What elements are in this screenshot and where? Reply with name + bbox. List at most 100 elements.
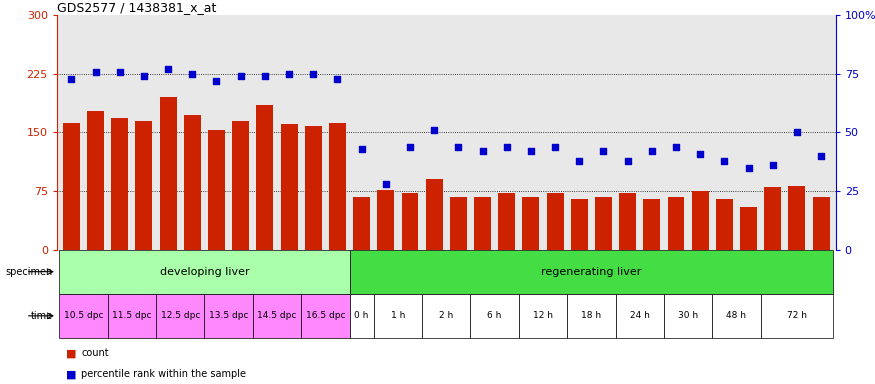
Point — [282, 71, 296, 77]
Point — [137, 73, 151, 79]
Bar — [615, 294, 664, 338]
Bar — [450, 197, 466, 250]
Bar — [402, 194, 418, 250]
Bar — [159, 98, 177, 250]
Point — [331, 76, 345, 82]
Bar — [60, 250, 349, 294]
Bar — [643, 199, 661, 250]
Point — [814, 153, 828, 159]
Text: 6 h: 6 h — [487, 311, 501, 320]
Bar — [716, 199, 733, 250]
Text: 72 h: 72 h — [787, 311, 807, 320]
Text: 11.5 dpc: 11.5 dpc — [112, 311, 151, 320]
Bar — [301, 294, 349, 338]
Bar — [329, 123, 346, 250]
Point — [790, 129, 804, 136]
Bar — [156, 294, 205, 338]
Point — [186, 71, 200, 77]
Bar — [184, 115, 200, 250]
Text: ■: ■ — [66, 369, 76, 379]
Point — [718, 157, 732, 164]
Bar — [692, 191, 709, 250]
Bar — [377, 190, 395, 250]
Text: 1 h: 1 h — [391, 311, 405, 320]
Text: 14.5 dpc: 14.5 dpc — [257, 311, 297, 320]
Point — [572, 157, 586, 164]
Bar — [426, 179, 443, 250]
Bar — [788, 185, 805, 250]
Text: 16.5 dpc: 16.5 dpc — [305, 311, 345, 320]
Text: 0 h: 0 h — [354, 311, 368, 320]
Bar — [422, 294, 471, 338]
Bar — [136, 121, 152, 250]
Text: 24 h: 24 h — [630, 311, 649, 320]
Bar — [471, 294, 519, 338]
Point — [475, 148, 489, 154]
Bar — [349, 250, 833, 294]
Text: count: count — [81, 348, 109, 358]
Point — [379, 181, 393, 187]
Bar — [60, 294, 108, 338]
Bar — [570, 199, 588, 250]
Point — [500, 144, 514, 150]
Text: 13.5 dpc: 13.5 dpc — [209, 311, 248, 320]
Bar — [63, 123, 80, 250]
Point — [234, 73, 248, 79]
Bar — [111, 118, 129, 250]
Point — [669, 144, 683, 150]
Text: specimen: specimen — [5, 266, 52, 277]
Bar — [668, 197, 684, 250]
Point — [354, 146, 368, 152]
Point — [88, 68, 102, 74]
Point — [693, 151, 707, 157]
Text: 18 h: 18 h — [581, 311, 601, 320]
Point — [452, 144, 466, 150]
Text: GDS2577 / 1438381_x_at: GDS2577 / 1438381_x_at — [57, 1, 216, 14]
Point — [620, 157, 634, 164]
Point — [306, 71, 320, 77]
Point — [161, 66, 175, 72]
Bar — [88, 111, 104, 250]
Point — [113, 68, 127, 74]
Bar — [474, 197, 491, 250]
Bar — [208, 130, 225, 250]
Point — [427, 127, 441, 133]
Text: percentile rank within the sample: percentile rank within the sample — [81, 369, 247, 379]
Point — [65, 76, 79, 82]
Bar — [256, 105, 273, 250]
Bar — [281, 124, 298, 250]
Bar — [760, 294, 833, 338]
Point — [766, 162, 780, 168]
Point — [524, 148, 538, 154]
Bar — [253, 294, 301, 338]
Bar — [205, 294, 253, 338]
Point — [403, 144, 417, 150]
Point — [209, 78, 223, 84]
Point — [597, 148, 611, 154]
Bar — [620, 194, 636, 250]
Bar — [567, 294, 615, 338]
Point — [645, 148, 659, 154]
Text: ■: ■ — [66, 348, 76, 358]
Text: 10.5 dpc: 10.5 dpc — [64, 311, 103, 320]
Text: 12.5 dpc: 12.5 dpc — [160, 311, 200, 320]
Bar — [304, 126, 322, 250]
Bar — [764, 187, 781, 250]
Bar — [813, 197, 829, 250]
Text: developing liver: developing liver — [159, 266, 249, 277]
Bar — [664, 294, 712, 338]
Bar — [354, 197, 370, 250]
Bar — [519, 294, 567, 338]
Bar — [547, 194, 564, 250]
Bar — [595, 197, 612, 250]
Text: 48 h: 48 h — [726, 311, 746, 320]
Point — [741, 165, 755, 171]
Point — [548, 144, 562, 150]
Bar — [349, 294, 374, 338]
Bar — [740, 207, 757, 250]
Bar — [108, 294, 156, 338]
Text: regenerating liver: regenerating liver — [541, 266, 641, 277]
Bar — [374, 294, 422, 338]
Bar — [232, 121, 249, 250]
Bar — [498, 194, 515, 250]
